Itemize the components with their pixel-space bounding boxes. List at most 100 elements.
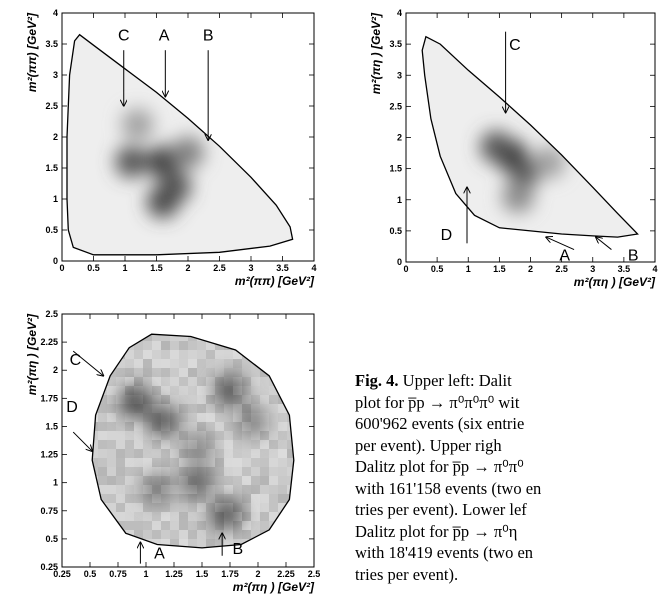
density-peak	[180, 432, 213, 465]
caption-line: Fig. 4. Upper left: Dalit	[355, 370, 655, 392]
caption-line: Dalitz plot for p̅p → π⁰π⁰	[355, 457, 524, 476]
x-tick-label: 2	[528, 264, 533, 274]
x-tick-label: 3	[590, 264, 595, 274]
density-peak	[146, 404, 179, 437]
y-tick-label: 0	[397, 257, 402, 267]
y-tick-label: 3	[53, 70, 58, 80]
caption-line: plot for p̅p → π⁰π⁰π⁰ wit	[355, 392, 520, 412]
annotation-arrow-d	[72, 431, 92, 451]
x-tick-label: 4	[652, 264, 657, 274]
x-tick-label: 1.25	[165, 569, 183, 579]
caption-line: with 18'419 events (two en	[355, 543, 534, 562]
y-tick-label: 1.75	[40, 393, 58, 403]
x-tick-label: 0.25	[53, 569, 71, 579]
y-tick-label: 2.5	[45, 309, 58, 319]
density-peak	[533, 146, 566, 179]
x-tick-label: 0.5	[431, 264, 444, 274]
annotation-d: D	[441, 227, 453, 244]
density-peak	[172, 136, 204, 169]
y-tick-label: 1.5	[45, 421, 58, 431]
annotation-b: B	[233, 541, 244, 558]
x-tick-label: 0.5	[84, 569, 97, 579]
annotation-c: C	[509, 37, 521, 54]
density-peak	[146, 186, 179, 219]
annotation-b: B	[203, 28, 214, 45]
y-tick-label: 0.5	[45, 225, 58, 235]
density-peak	[146, 145, 179, 178]
y-tick-label: 2	[53, 132, 58, 142]
y-axis-label: m²(ππ) [GeV²]	[25, 12, 39, 92]
annotation-arrow-c	[72, 350, 103, 376]
y-tick-label: 4	[53, 8, 58, 18]
x-tick-label: 3	[248, 263, 253, 273]
x-tick-label: 1.75	[221, 569, 239, 579]
y-tick-label: 3.5	[45, 39, 58, 49]
y-axis-label: m²(πη ) [GeV²]	[25, 313, 39, 395]
plot-frame	[61, 313, 315, 568]
dalitz-plot-upper-left: 0 0.5 1 1.5 2 2.5 3 3.5 400.511.522.533.54m²(ππ)…	[25, 8, 317, 288]
x-tick-label: 1.5	[150, 263, 163, 273]
annotation-a: A	[159, 28, 170, 45]
y-tick-label: 0	[53, 256, 58, 266]
x-tick-label: 1.5	[493, 264, 506, 274]
y-tick-label: 0.5	[45, 534, 58, 544]
y-tick-label: 2.25	[40, 337, 58, 347]
density-peak	[502, 180, 535, 213]
x-tick-label: 2	[255, 569, 260, 579]
x-tick-label: 0	[59, 263, 64, 273]
x-axis-label: m²(πη ) [GeV²]	[233, 580, 315, 594]
x-tick-label: 1	[466, 264, 471, 274]
density-peak	[210, 498, 243, 531]
y-tick-label: 1	[53, 478, 58, 488]
phase-space-fill	[422, 36, 638, 238]
x-tick-label: 2.5	[213, 263, 226, 273]
annotation-d: D	[66, 399, 78, 416]
caption-line: tries per event). Lower lef	[355, 500, 527, 519]
y-tick-label: 3.5	[389, 39, 402, 49]
caption-line: 600'962 events (six entrie	[355, 414, 525, 433]
caption-text: Upper left: Dalit	[402, 371, 512, 390]
density-peak	[141, 472, 174, 505]
density-region	[422, 36, 638, 238]
x-tick-label: 0	[403, 264, 408, 274]
annotation-c: C	[70, 352, 82, 369]
caption-head: Fig. 4.	[355, 371, 399, 390]
density-peak	[115, 145, 148, 178]
y-tick-label: 1	[53, 194, 58, 204]
y-tick-label: 1.25	[40, 450, 58, 460]
annotation-a: A	[154, 545, 165, 562]
density-peak	[180, 466, 213, 499]
dalitz-plot-lower-left: 0.25 0.5 0.75 1 1.25 1.5 1.75 2 2.25 2.5 0.25 0.5 0.…	[25, 309, 320, 594]
x-tick-label: 1	[143, 569, 148, 579]
y-tick-label: 2	[397, 133, 402, 143]
x-tick-label: 2.5	[555, 264, 568, 274]
x-tick-label: 2	[185, 263, 190, 273]
y-tick-label: 1.5	[389, 164, 402, 174]
y-tick-label: 2.5	[45, 101, 58, 111]
density-peak	[121, 108, 154, 141]
x-tick-label: 1	[122, 263, 127, 273]
dalitz-boundary	[66, 33, 294, 256]
density-peak	[236, 404, 269, 437]
density-region	[67, 34, 293, 255]
density-peak	[480, 130, 513, 163]
x-axis-label: m²(πη ) [GeV²]	[574, 275, 656, 289]
dalitz-boundary	[421, 35, 639, 238]
annotation-a: A	[559, 248, 570, 265]
y-tick-label: 1.5	[45, 163, 58, 173]
annotation-c: C	[118, 28, 130, 45]
annotation-b: B	[628, 248, 639, 265]
x-tick-label: 1.5	[196, 569, 209, 579]
x-tick-label: 2.5	[308, 569, 321, 579]
caption-line: per event). Upper righ	[355, 435, 502, 455]
y-tick-label: 1	[397, 195, 402, 205]
density-peak	[508, 155, 541, 188]
x-tick-label: 3.5	[276, 263, 289, 273]
x-tick-label: 0.5	[87, 263, 100, 273]
x-tick-label: 3.5	[618, 264, 631, 274]
dalitz-plot-upper-right: 0 0.5 1 1.5 2 2.5 3 3.5 400.511.522.533.54m²(πη …	[369, 8, 658, 289]
dalitz-boundary	[91, 333, 295, 549]
x-axis-label: m²(ππ) [GeV²]	[235, 274, 315, 288]
bin-texture	[92, 334, 294, 548]
